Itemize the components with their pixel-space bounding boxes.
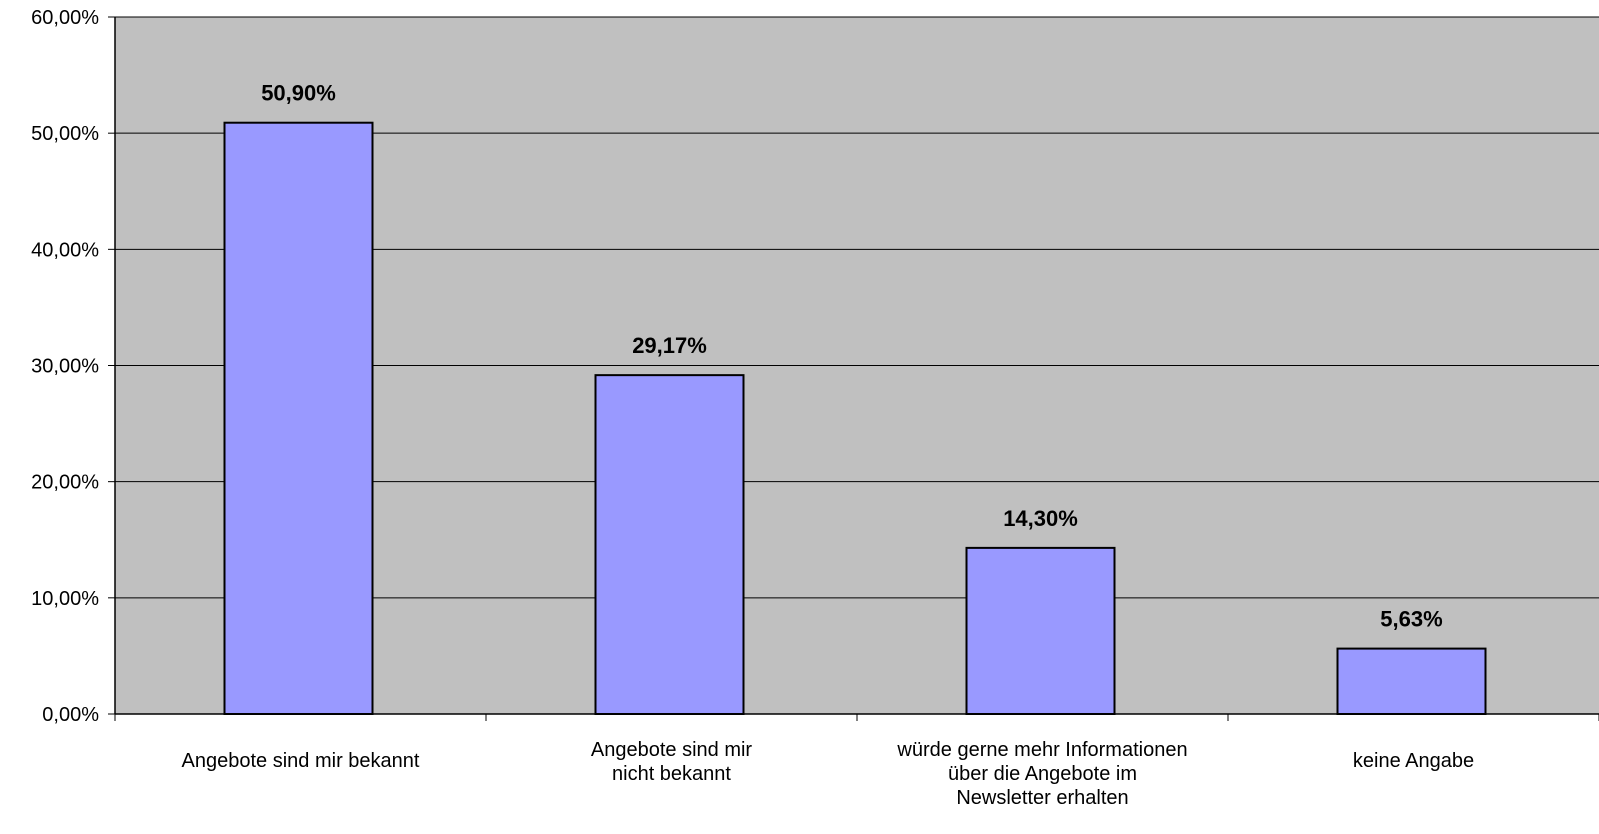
category-label: Angebote sind mir bekannt	[182, 750, 420, 772]
y-tick-label: 10,00%	[31, 588, 99, 610]
y-tick-label: 30,00%	[31, 356, 99, 378]
category-label-line: würde gerne mehr Informationen	[896, 739, 1187, 761]
y-tick-label: 50,00%	[31, 123, 99, 145]
y-tick-label: 40,00%	[31, 239, 99, 261]
category-label-line: Newsletter erhalten	[956, 787, 1128, 809]
bars	[223, 121, 1487, 715]
category-label-line: über die Angebote im	[948, 763, 1137, 785]
bar	[965, 546, 1116, 715]
y-tick-label: 0,00%	[42, 704, 99, 726]
y-tick-label: 20,00%	[31, 472, 99, 494]
category-label: Angebote sind mir nicht bekannt	[591, 739, 753, 785]
y-tick-label: 60,00%	[31, 7, 99, 29]
bar	[223, 121, 374, 715]
data-label: 50,90%	[261, 81, 336, 106]
category-label-line: nicht bekannt	[612, 763, 731, 785]
data-labels: 50,90% 29,17% 14,30% 5,63%	[261, 81, 1443, 632]
bar	[594, 374, 745, 715]
category-label-line: Angebote sind mir	[591, 739, 753, 761]
data-label: 14,30%	[1003, 506, 1078, 531]
data-label: 29,17%	[632, 333, 707, 358]
bar	[1336, 647, 1487, 715]
x-axis-labels: Angebote sind mir bekannt Angebote sind m…	[182, 739, 1475, 809]
y-axis-ticks: 0,00% 10,00% 20,00% 30,00% 40,00% 50,00% 60,00…	[31, 7, 115, 726]
category-label: würde gerne mehr Informationen über die A…	[896, 739, 1187, 809]
category-label-line: Angebote sind mir bekannt	[182, 750, 420, 772]
category-label-line: keine Angabe	[1353, 750, 1474, 772]
data-label: 5,63%	[1380, 607, 1442, 632]
category-label: keine Angabe	[1353, 750, 1474, 772]
